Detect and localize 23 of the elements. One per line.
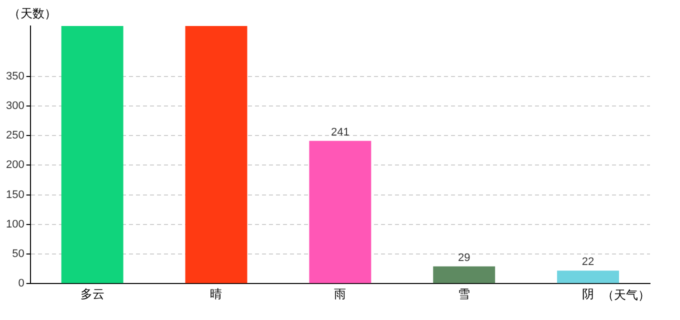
y-tick-label: 350 [6,70,24,82]
y-tick-label: 250 [6,130,24,142]
y-tick-label: 300 [6,100,24,112]
data-label: 241 [330,126,350,138]
bar [433,266,496,284]
x-axis-title: （天气） [602,288,650,302]
x-tick-label: 阴 [582,287,594,302]
data-label: 29 [458,252,470,264]
y-tick-label: 100 [6,218,24,230]
x-tick-label: 多云 [80,287,104,302]
x-tick-label: 晴 [210,287,222,302]
y-tick-label: 200 [6,159,24,172]
bar [557,270,620,284]
y-tick-label: 0 [18,278,24,290]
y-axis-title: （天数） [8,6,56,20]
bar [185,26,248,284]
x-tick-label: 雪 [458,287,470,302]
bar [61,26,124,284]
data-label: 22 [582,256,594,268]
bar [309,140,372,284]
x-tick-label: 雨 [334,287,346,302]
y-tick-label: 150 [6,188,24,201]
y-tick-label: 50 [12,248,24,260]
